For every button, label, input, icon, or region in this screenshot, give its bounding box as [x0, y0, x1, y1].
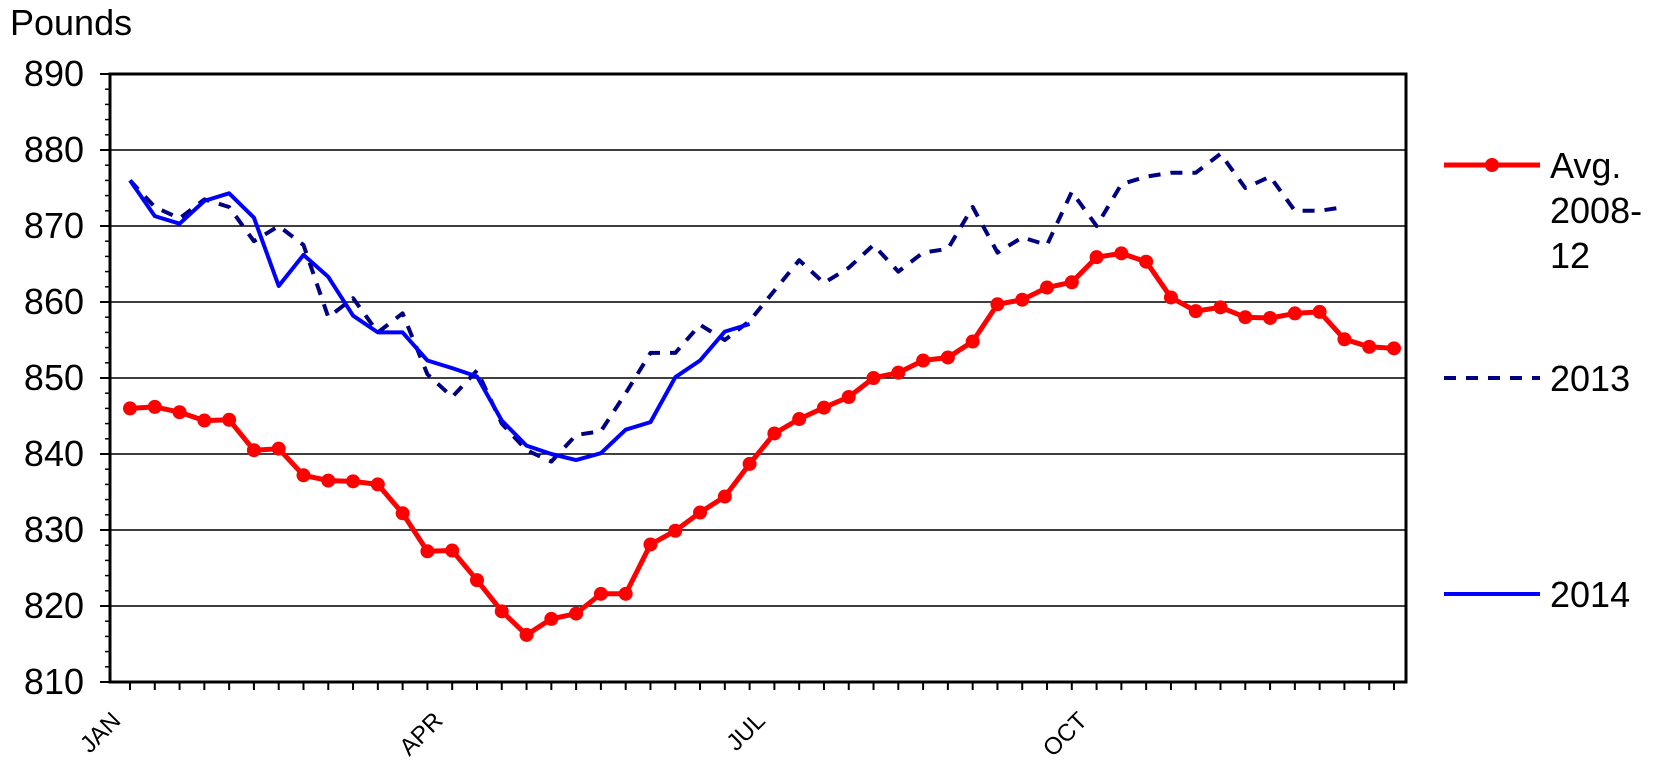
- y-tick-label: 890: [24, 53, 84, 94]
- data-point: [916, 353, 931, 368]
- y-tick-label: 810: [24, 661, 84, 702]
- legend-label: 2014: [1550, 574, 1630, 615]
- legend-label: 2013: [1550, 358, 1630, 399]
- gridlines: [110, 73, 1406, 683]
- data-point: [1287, 306, 1302, 321]
- y-axis-unit-label: Pounds: [10, 2, 133, 43]
- series-line-2013: [128, 151, 1345, 464]
- data-point: [147, 399, 162, 414]
- y-tick-label: 820: [24, 585, 84, 626]
- data-point: [1263, 310, 1278, 325]
- data-point: [494, 604, 509, 619]
- data-point: [1015, 292, 1030, 307]
- legend-label: 12: [1550, 235, 1590, 276]
- data-point: [544, 611, 559, 626]
- data-point: [593, 586, 608, 601]
- data-point: [246, 443, 261, 458]
- y-tick-label: 830: [24, 509, 84, 550]
- data-point: [1188, 304, 1203, 319]
- data-point: [569, 606, 584, 621]
- data-point: [172, 405, 187, 420]
- data-point: [321, 473, 336, 488]
- legend-marker: [1485, 158, 1499, 172]
- series-line-2014: [128, 179, 751, 463]
- data-point: [1337, 332, 1352, 347]
- data-point: [123, 401, 137, 416]
- data-point: [1040, 280, 1055, 295]
- data-point: [1114, 246, 1129, 261]
- data-point: [742, 456, 757, 471]
- y-axis-ticks: 810 820 830 840 850 860 870 880 890: [24, 53, 110, 702]
- data-point: [1064, 275, 1079, 290]
- data-point: [445, 543, 460, 558]
- data-point: [643, 537, 658, 552]
- x-tick-label: OCT: [1038, 707, 1093, 762]
- data-point: [866, 371, 881, 385]
- data-point: [370, 477, 385, 492]
- y-tick-label: 870: [24, 205, 84, 246]
- data-point: [197, 413, 212, 428]
- data-point: [296, 468, 311, 483]
- data-point: [346, 474, 361, 489]
- series-layer: [123, 151, 1401, 642]
- x-axis-ticks: JAN APR JUL OCT: [75, 682, 1395, 762]
- x-tick-label: APR: [394, 707, 448, 761]
- data-point: [420, 544, 435, 559]
- data-point: [271, 441, 286, 456]
- data-point: [469, 573, 484, 588]
- data-point: [717, 489, 732, 504]
- data-point: [940, 350, 955, 365]
- plot-frame: [108, 72, 1408, 684]
- data-point: [668, 523, 683, 538]
- data-point: [1213, 300, 1228, 315]
- data-point: [222, 412, 237, 427]
- data-point: [1312, 304, 1327, 319]
- x-tick-label: JAN: [75, 707, 126, 758]
- data-point: [1238, 310, 1253, 325]
- data-point: [519, 627, 534, 642]
- legend: Avg.2008-12 2013 2014: [1444, 145, 1642, 615]
- series-line-avg-2008-12: [129, 250, 1395, 638]
- data-point: [618, 586, 633, 601]
- y-tick-label: 850: [24, 357, 84, 398]
- data-point: [1089, 250, 1104, 265]
- data-point: [693, 505, 708, 520]
- data-point: [792, 412, 807, 427]
- data-point: [891, 365, 906, 380]
- data-point: [816, 400, 831, 415]
- legend-label: 2008-: [1550, 190, 1642, 231]
- x-tick-label: JUL: [721, 707, 770, 756]
- data-point: [395, 506, 410, 521]
- legend-label: Avg.: [1550, 145, 1621, 186]
- data-point: [965, 334, 980, 349]
- y-tick-label: 860: [24, 281, 84, 322]
- data-point: [1362, 339, 1377, 354]
- data-point: [767, 426, 782, 441]
- data-point: [1139, 254, 1154, 269]
- data-point: [990, 297, 1005, 312]
- data-point: [1163, 290, 1178, 305]
- data-point: [841, 390, 856, 404]
- y-tick-label: 840: [24, 433, 84, 474]
- data-point: [1387, 341, 1401, 356]
- y-tick-label: 880: [24, 129, 84, 170]
